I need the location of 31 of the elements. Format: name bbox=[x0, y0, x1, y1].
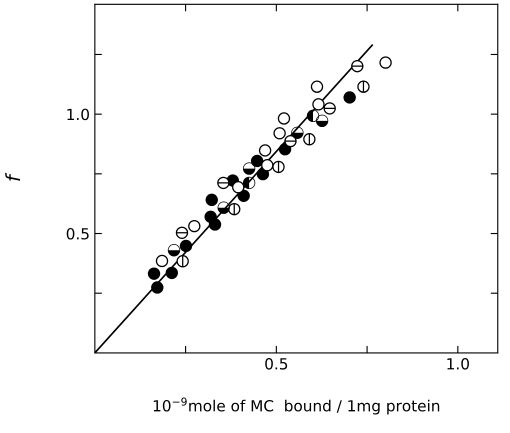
point bbox=[272, 160, 285, 174]
point bbox=[351, 60, 364, 72]
point bbox=[278, 112, 290, 125]
point bbox=[310, 80, 324, 93]
point bbox=[217, 176, 230, 190]
point bbox=[343, 91, 356, 104]
point bbox=[206, 194, 218, 206]
point bbox=[312, 98, 325, 111]
point bbox=[176, 255, 189, 268]
point bbox=[284, 134, 297, 148]
point bbox=[151, 281, 164, 294]
point bbox=[357, 80, 370, 93]
point bbox=[156, 254, 168, 268]
point bbox=[379, 56, 392, 69]
point bbox=[250, 154, 264, 168]
point bbox=[303, 133, 316, 146]
point bbox=[228, 202, 240, 216]
point bbox=[208, 218, 222, 231]
point bbox=[232, 181, 244, 194]
y-axis-title: f bbox=[5, 172, 20, 181]
point bbox=[188, 220, 200, 232]
x-axis-title: 10$^{−9}$mole of MC bound / 1mg protein bbox=[154, 398, 440, 415]
point bbox=[261, 159, 274, 172]
point bbox=[238, 190, 250, 202]
point bbox=[166, 266, 178, 280]
point bbox=[273, 127, 286, 140]
point bbox=[324, 102, 336, 115]
point bbox=[176, 226, 188, 239]
point bbox=[148, 267, 160, 280]
point bbox=[258, 144, 272, 157]
point bbox=[180, 240, 192, 252]
